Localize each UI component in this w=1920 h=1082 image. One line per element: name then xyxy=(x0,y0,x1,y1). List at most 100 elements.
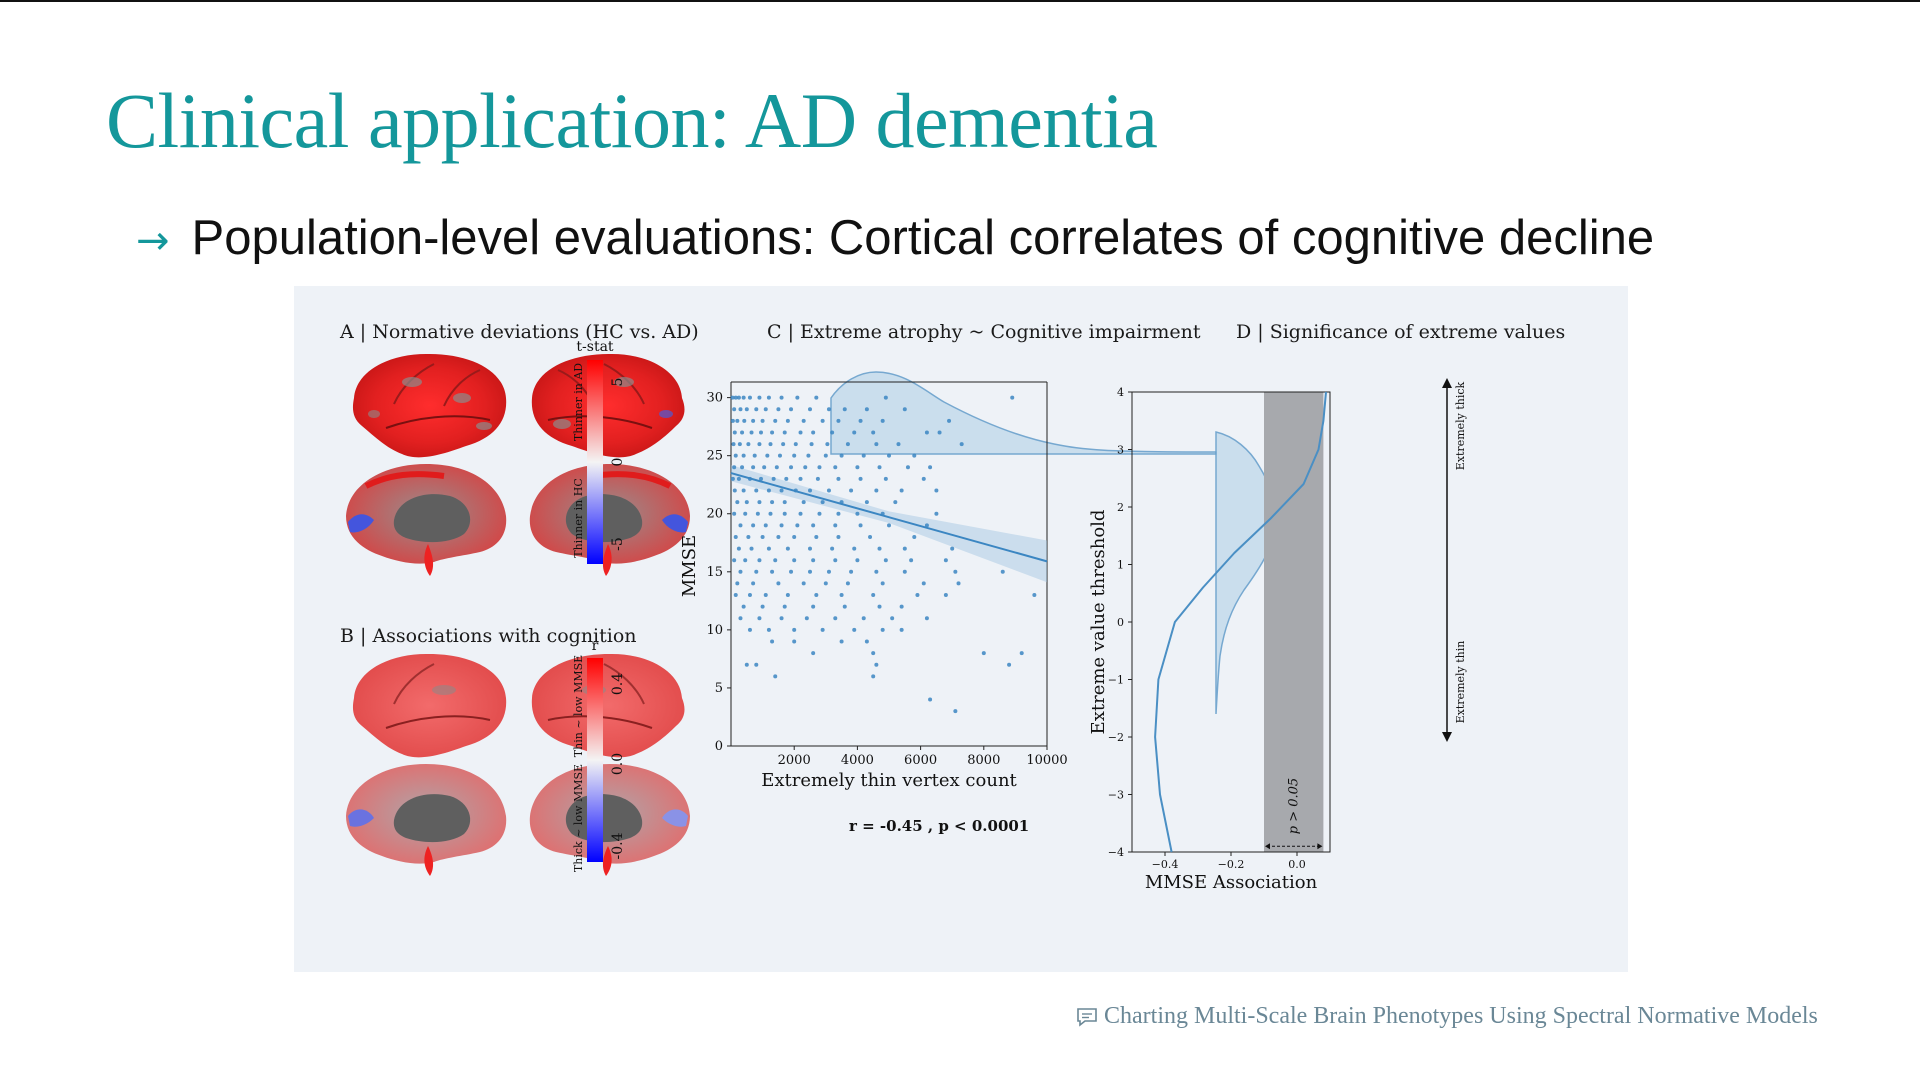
scatter-point xyxy=(741,395,746,400)
scatter-point xyxy=(754,488,759,493)
scatter-point xyxy=(806,453,811,458)
scatter-point xyxy=(947,418,952,423)
scatter-point xyxy=(893,500,898,505)
scatter-point xyxy=(771,476,776,481)
scatter-point xyxy=(814,395,819,400)
scatter-point xyxy=(864,639,869,644)
scatter-point xyxy=(849,488,854,493)
colorbar-b-label-top: Thin ~ low MMSE xyxy=(572,655,585,757)
scatter-point xyxy=(921,476,926,481)
scatter-point xyxy=(765,453,770,458)
scatter-x-tick-label: 4000 xyxy=(841,753,874,768)
scatter-point xyxy=(943,593,948,598)
scatter-point xyxy=(751,523,756,528)
figure-svg: A | Normative deviations (HC vs. AD) C |… xyxy=(339,321,1565,893)
scatter-point xyxy=(849,569,854,574)
scatter-point xyxy=(943,558,948,563)
scatter-point xyxy=(766,546,771,551)
p-arrow-head-right xyxy=(1317,843,1323,850)
scatter-point xyxy=(754,662,759,667)
scatter-point xyxy=(912,453,917,458)
scatter-point xyxy=(741,604,746,609)
panel-a-title: A | Normative deviations (HC vs. AD) xyxy=(339,321,699,343)
brain-lateral-left-a xyxy=(352,353,507,458)
scatter-point xyxy=(792,558,797,563)
scatter-point xyxy=(785,418,790,423)
scatter-point xyxy=(909,558,914,563)
scatter-point xyxy=(871,674,876,679)
scatter-point xyxy=(912,534,917,539)
scatter-point xyxy=(928,465,933,470)
scatter-point xyxy=(924,616,929,621)
scatter-point xyxy=(736,546,741,551)
scatter-point xyxy=(798,476,803,481)
scatter-point xyxy=(864,500,869,505)
scatter-point xyxy=(855,558,860,563)
scatter-point xyxy=(874,488,879,493)
scatter-point xyxy=(757,500,762,505)
scatter-point xyxy=(773,674,778,679)
scatter-point xyxy=(789,407,794,412)
scatter-point xyxy=(852,546,857,551)
scatter-point xyxy=(793,442,798,447)
scatter-point xyxy=(746,442,751,447)
scatter-point xyxy=(830,546,835,551)
scatter-point xyxy=(773,418,778,423)
scatter-point xyxy=(864,407,869,412)
brain-medial-right-a xyxy=(529,464,690,576)
scatter-point xyxy=(811,558,816,563)
scatter-point xyxy=(890,616,895,621)
scatter-point xyxy=(798,430,803,435)
scatter-x-tick-label: 8000 xyxy=(967,753,1000,768)
threshold-y-tick-label: 1 xyxy=(1117,559,1124,572)
scatter-point xyxy=(842,407,847,412)
scatter-point xyxy=(776,407,781,412)
scatter-point xyxy=(820,418,825,423)
scatter-point xyxy=(792,534,797,539)
figure-panel: A | Normative deviations (HC vs. AD) C |… xyxy=(294,286,1628,972)
scatter-point xyxy=(757,442,762,447)
scatter-point xyxy=(811,523,816,528)
scatter-point xyxy=(782,500,787,505)
threshold-x-tick-label: 0.0 xyxy=(1288,858,1306,871)
scatter-point xyxy=(871,593,876,598)
scatter-point xyxy=(792,453,797,458)
scatter-point xyxy=(839,593,844,598)
footer-text: Charting Multi-Scale Brain Phenotypes Us… xyxy=(1104,1003,1818,1029)
scatter-point xyxy=(733,534,738,539)
scatter-point xyxy=(766,488,771,493)
scatter-point xyxy=(747,395,752,400)
scatter-point xyxy=(833,465,838,470)
colorbar-a-tick-bottom: -5 xyxy=(610,537,626,551)
scatter-point xyxy=(852,430,857,435)
scatter-point xyxy=(817,511,822,516)
colorbar-a-label-bottom: Thinner in HC xyxy=(572,478,585,557)
scatter-point xyxy=(874,662,879,667)
scatter-point xyxy=(811,651,816,656)
scatter-point xyxy=(736,476,741,481)
scatter-point xyxy=(921,581,926,586)
colorbar-b-tick-top: 0.4 xyxy=(610,673,626,695)
threshold-x-label: MMSE Association xyxy=(1145,872,1318,893)
scatter-point xyxy=(743,511,748,516)
scatter-point xyxy=(792,627,797,632)
scatter-point xyxy=(738,616,743,621)
panel-b-title: B | Associations with cognition xyxy=(340,625,637,647)
scatter-point xyxy=(754,569,759,574)
scatter-point xyxy=(732,407,737,412)
scatter-point xyxy=(924,523,929,528)
scatter-point xyxy=(953,709,958,714)
regression-line xyxy=(730,472,1048,563)
scatter-point xyxy=(795,523,800,528)
scatter-point xyxy=(732,558,737,563)
marginal-density-top xyxy=(830,371,1217,455)
colorbar-b-tick-bottom: -0.4 xyxy=(610,832,626,859)
scatter-point xyxy=(781,442,786,447)
threshold-y-tick-label: 2 xyxy=(1117,501,1124,514)
scatter-point xyxy=(763,407,768,412)
scatter-x-tick-label: 2000 xyxy=(778,753,811,768)
scatter-point xyxy=(782,511,787,516)
scatter-point xyxy=(880,627,885,632)
scatter-point xyxy=(733,453,738,458)
